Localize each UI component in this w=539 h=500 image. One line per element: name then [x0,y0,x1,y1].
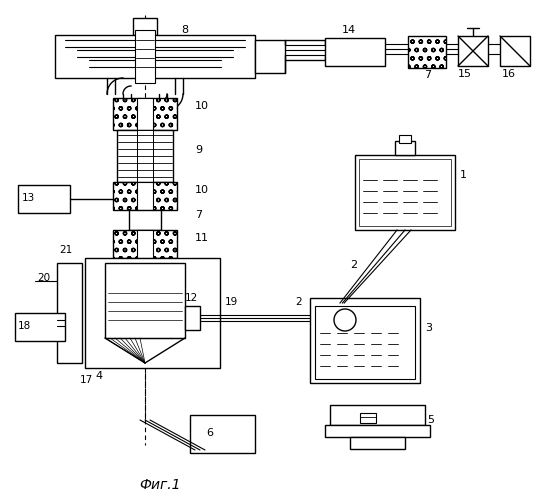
Bar [15,313,65,341]
Bar [57,263,82,363]
Bar [330,405,425,425]
Bar [399,135,411,143]
Text: 4: 4 [95,371,102,381]
Bar [255,40,285,73]
Bar [190,415,255,453]
Text: 1: 1 [460,170,467,180]
Bar [395,141,415,155]
Text: 17: 17 [80,375,93,385]
Text: 21: 21 [59,245,72,255]
Bar [55,35,255,78]
Bar [113,230,177,258]
Bar [360,413,376,423]
Bar [355,155,455,230]
Bar [325,425,430,437]
Bar [408,36,446,68]
Bar [458,36,488,66]
Bar [137,130,153,182]
Text: 2: 2 [295,297,302,307]
Bar [105,263,185,338]
Text: 9: 9 [195,145,202,155]
Text: 14: 14 [342,25,356,35]
Text: 19: 19 [225,297,238,307]
Bar [325,38,385,66]
Circle shape [334,309,356,331]
Bar [137,98,153,130]
Bar [113,182,177,210]
Bar [129,210,161,230]
Text: 7: 7 [424,70,432,80]
Bar [315,306,415,379]
Bar [135,30,155,83]
Bar [85,258,220,368]
Text: 13: 13 [22,193,35,203]
Bar [500,36,530,66]
Bar [140,98,150,298]
Bar [117,130,173,182]
Text: 16: 16 [502,69,516,79]
Bar [133,18,157,35]
Text: 12: 12 [185,293,198,303]
Text: 3: 3 [425,323,432,333]
Text: Фиг.1: Фиг.1 [139,478,181,492]
Bar [113,98,177,130]
Text: 10: 10 [195,185,209,195]
Text: 5: 5 [427,415,434,425]
Bar [350,437,405,449]
Bar [185,306,200,330]
Bar [137,230,153,258]
Text: 11: 11 [195,233,209,243]
Text: 2: 2 [350,260,357,270]
Text: 8: 8 [182,25,189,35]
Text: 18: 18 [18,321,31,331]
Text: 10: 10 [195,101,209,111]
Text: 20: 20 [37,273,50,283]
Bar [359,159,451,226]
Text: 7: 7 [195,210,202,220]
Text: 6: 6 [206,428,213,438]
Bar [18,185,70,213]
Bar [310,298,420,383]
Bar [137,182,153,210]
Text: 15: 15 [458,69,472,79]
